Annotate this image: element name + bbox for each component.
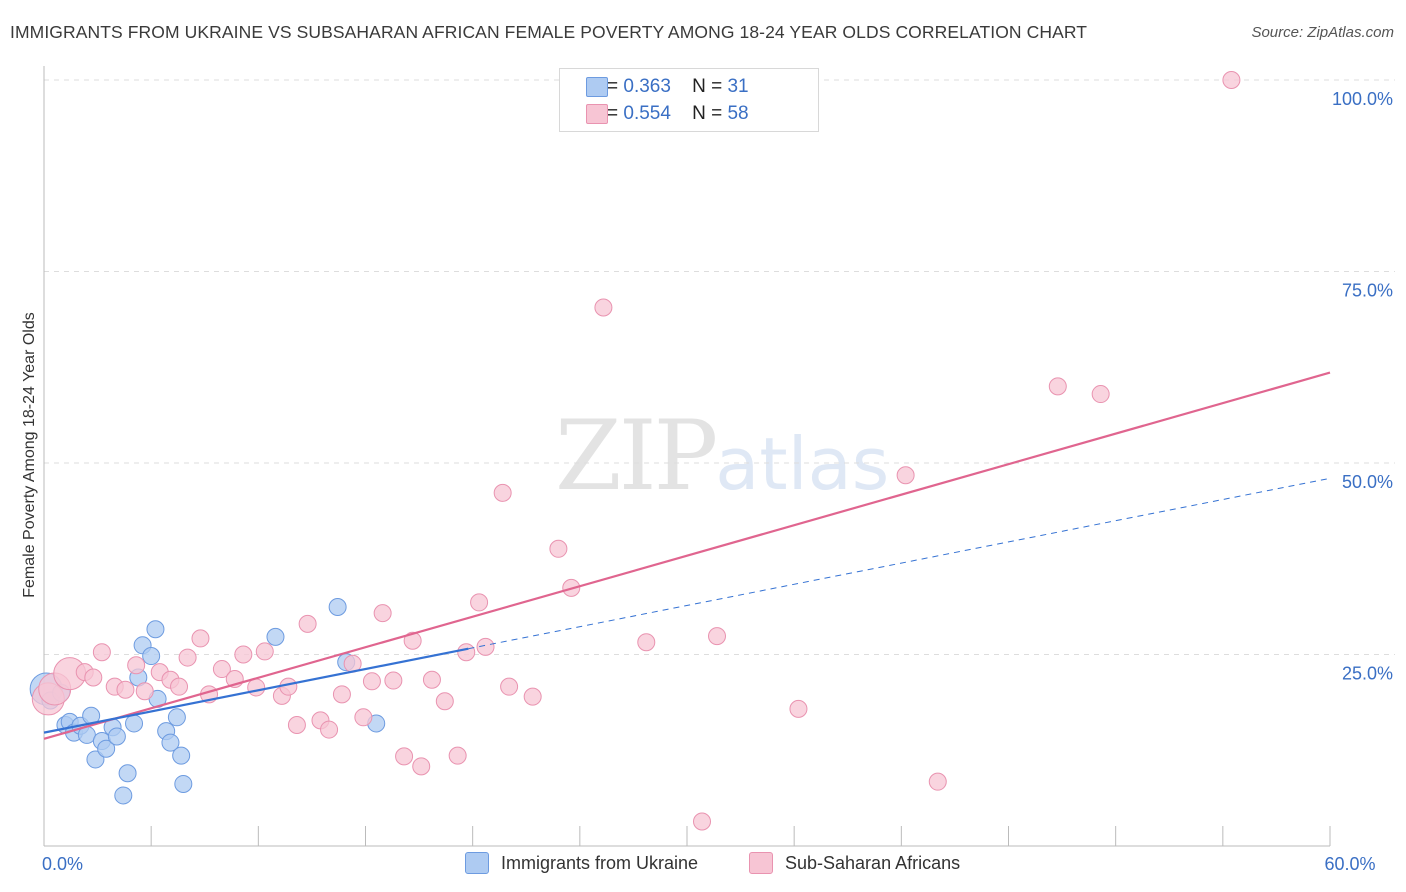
series-african-points <box>31 71 1241 831</box>
y-tick-label: 50.0% <box>1342 472 1393 492</box>
african-point <box>320 720 339 739</box>
african-point <box>896 466 915 485</box>
african-point <box>212 660 231 679</box>
x-tick-label: 60.0% <box>1324 854 1375 874</box>
ukraine-trend-line <box>43 647 469 734</box>
ukraine-point <box>97 739 116 758</box>
legend-swatch-african <box>586 104 608 124</box>
legend-label-ukraine: Immigrants from Ukraine <box>501 852 699 873</box>
african-point <box>84 668 103 687</box>
african-point <box>247 678 266 697</box>
african-point <box>693 812 712 831</box>
ukraine-point <box>172 746 191 765</box>
ukraine-point <box>161 733 180 752</box>
ukraine-point <box>328 598 347 617</box>
african-point <box>789 699 808 718</box>
african-point <box>412 757 431 776</box>
chart-title: IMMIGRANTS FROM UKRAINE VS SUBSAHARAN AF… <box>10 22 1088 42</box>
watermark-atlas: atlas <box>715 422 890 506</box>
ukraine-point <box>114 786 133 805</box>
legend-n-label: N = <box>692 103 723 124</box>
legend-swatch-ukraine <box>465 852 489 874</box>
grid <box>44 79 1395 655</box>
ukraine-trend-extension <box>468 477 1331 650</box>
african-point <box>127 656 146 675</box>
african-point <box>279 677 298 696</box>
african-point <box>191 629 210 648</box>
x-tick-label: 0.0% <box>42 854 83 874</box>
legend-n-value: 58 <box>727 103 749 124</box>
african-point <box>384 671 403 690</box>
y-tick-label: 75.0% <box>1342 281 1393 301</box>
african-point <box>255 642 274 661</box>
legend-row-ukraine: R = 0.363 N = 31 <box>586 75 749 99</box>
african-point <box>523 687 542 706</box>
ukraine-point <box>174 774 193 793</box>
african-point <box>403 631 422 650</box>
african-point <box>422 670 441 689</box>
legend-item-ukraine[interactable]: Immigrants from Ukraine <box>465 852 698 874</box>
african-point <box>395 747 414 766</box>
african-point <box>234 645 253 664</box>
african-point <box>298 614 317 633</box>
ukraine-point <box>86 750 105 769</box>
correlation-legend: R = 0.363 N = 31 R = 0.554 N = 58 <box>559 68 819 132</box>
legend-label-african: Sub-Saharan Africans <box>785 852 961 873</box>
legend-row-african: R = 0.554 N = 58 <box>586 102 749 126</box>
ukraine-point <box>118 764 137 783</box>
african-point <box>116 680 135 699</box>
african-point <box>362 672 381 691</box>
tick-labels: 25.0% 50.0% 75.0% 100.0% 0.0% 60.0% <box>42 89 1393 874</box>
african-point <box>457 643 476 662</box>
ukraine-point <box>146 620 165 639</box>
source-label: Source: ZipAtlas.com <box>1251 24 1394 41</box>
african-trend-line <box>43 371 1331 740</box>
ukraine-point <box>167 708 186 727</box>
legend-swatch-ukraine <box>586 77 608 97</box>
watermark: ZIPatlas <box>555 400 889 512</box>
legend-swatch-african <box>749 852 773 874</box>
african-point <box>435 692 454 711</box>
african-point <box>92 643 111 662</box>
ukraine-point <box>142 647 161 666</box>
african-point <box>332 685 351 704</box>
african-point <box>1091 385 1110 404</box>
african-point <box>287 715 306 734</box>
legend-r-value: 0.363 <box>623 76 671 97</box>
series-legend: Immigrants from Ukraine Sub-Saharan Afri… <box>0 852 1406 878</box>
african-point <box>1048 377 1067 396</box>
african-point <box>354 708 373 727</box>
african-point <box>470 593 489 612</box>
african-point <box>549 539 568 558</box>
african-point <box>594 298 613 317</box>
legend-n-label: N = <box>692 76 723 97</box>
ukraine-point <box>125 714 144 733</box>
african-point <box>500 677 519 696</box>
legend-r-value: 0.554 <box>623 103 671 124</box>
trend-lines <box>43 371 1331 740</box>
y-tick-label: 25.0% <box>1342 664 1393 684</box>
african-point <box>928 772 947 791</box>
african-point <box>708 627 727 646</box>
african-point <box>178 648 197 667</box>
african-point <box>637 633 656 652</box>
african-point <box>170 677 189 696</box>
watermark-zip: ZIP <box>555 400 718 512</box>
african-point <box>448 746 467 765</box>
legend-n-value: 31 <box>727 76 749 97</box>
african-point <box>476 637 495 656</box>
african-point <box>493 483 512 502</box>
african-point <box>135 682 154 701</box>
legend-item-african[interactable]: Sub-Saharan Africans <box>749 852 960 874</box>
african-point <box>373 604 392 623</box>
ukraine-point <box>107 727 126 746</box>
axes <box>43 66 1331 847</box>
ukraine-point <box>266 627 285 646</box>
african-point <box>1222 71 1241 89</box>
y-tick-label: 100.0% <box>1332 89 1393 109</box>
